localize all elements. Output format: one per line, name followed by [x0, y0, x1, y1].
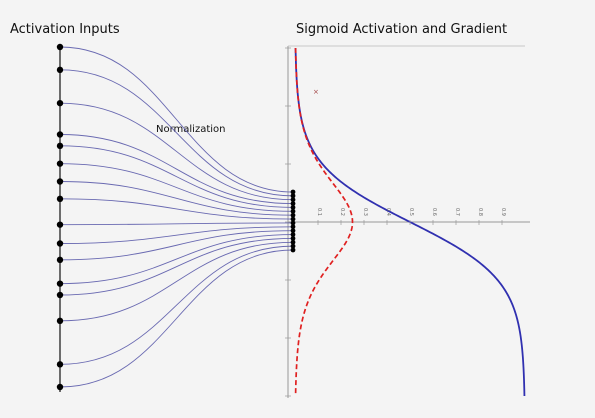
connector-curve	[59, 69, 294, 197]
value-tick-label: 0.2	[339, 208, 345, 216]
connector-curve	[59, 145, 294, 208]
normalized-node	[290, 236, 296, 241]
connector-curve	[59, 46, 294, 193]
value-tick-label: 0.8	[477, 208, 483, 216]
input-node	[56, 195, 64, 203]
connector-curve	[59, 226, 294, 244]
input-node	[56, 240, 64, 247]
left-title: Activation Inputs	[10, 22, 120, 37]
value-tick-label: 0.7	[454, 208, 460, 216]
value-tick-label: 0.6	[431, 208, 437, 216]
input-node	[56, 383, 64, 391]
normalized-node	[290, 243, 296, 249]
input-node	[56, 256, 64, 264]
input-node	[56, 291, 64, 299]
connector-curves	[59, 46, 294, 388]
connector-curve	[59, 163, 294, 212]
normalized-node	[290, 247, 296, 253]
input-node	[56, 131, 64, 138]
connector-curve	[59, 237, 294, 296]
input-node	[56, 361, 64, 368]
right-title: Sigmoid Activation and Gradient	[296, 22, 508, 37]
connector-curve	[59, 249, 294, 388]
marker-x: ×	[313, 88, 319, 96]
input-node	[56, 178, 64, 185]
value-ticks: 0.1 0.2 0.3 0.4 0.5 0.6 0.7 0.8 0.9	[285, 47, 506, 397]
input-node	[56, 43, 64, 51]
value-tick-label: 0.9	[500, 208, 506, 216]
value-tick-label: 0.5	[408, 208, 414, 216]
input-node	[56, 66, 64, 74]
connector-curve	[59, 198, 294, 220]
normalized-node	[290, 189, 296, 195]
normalized-node	[290, 220, 296, 226]
normalized-node	[290, 224, 296, 230]
normalized-node	[290, 216, 296, 222]
normalized-nodes	[290, 189, 296, 253]
normalization-label: Normalization	[156, 124, 226, 135]
normalized-node	[290, 228, 296, 234]
normalized-node	[290, 197, 296, 203]
connector-curve	[59, 234, 294, 285]
normalized-node	[290, 193, 296, 199]
normalized-node	[290, 212, 296, 218]
connector-curve	[59, 230, 294, 261]
input-node	[56, 317, 64, 325]
normalized-node	[290, 239, 296, 245]
input-node	[56, 280, 64, 287]
connector-curve	[59, 181, 294, 216]
input-nodes	[56, 43, 64, 391]
value-tick-label: 0.1	[316, 208, 322, 216]
input-node	[56, 99, 64, 107]
normalized-node	[290, 232, 296, 237]
normalized-node	[290, 205, 296, 210]
value-tick-label: 0.4	[385, 208, 391, 216]
normalized-node	[290, 208, 296, 214]
gradient-curve	[294, 47, 354, 397]
connector-curve	[59, 222, 294, 226]
connector-curve	[59, 134, 294, 205]
normalized-node	[290, 201, 296, 207]
connector-curve	[59, 241, 294, 322]
value-tick-label: 0.3	[362, 208, 368, 216]
input-node	[56, 160, 64, 167]
connector-curve	[59, 245, 294, 365]
connector-curve	[59, 102, 294, 201]
input-node	[56, 142, 64, 150]
input-node	[56, 221, 64, 228]
